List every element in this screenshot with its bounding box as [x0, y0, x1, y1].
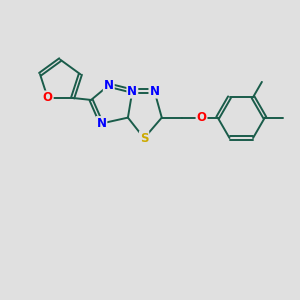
Text: O: O — [43, 92, 53, 104]
Text: N: N — [149, 85, 159, 98]
Text: N: N — [104, 79, 114, 92]
Text: S: S — [140, 132, 148, 145]
Text: N: N — [96, 117, 106, 130]
Text: N: N — [127, 85, 137, 98]
Text: O: O — [196, 111, 206, 124]
